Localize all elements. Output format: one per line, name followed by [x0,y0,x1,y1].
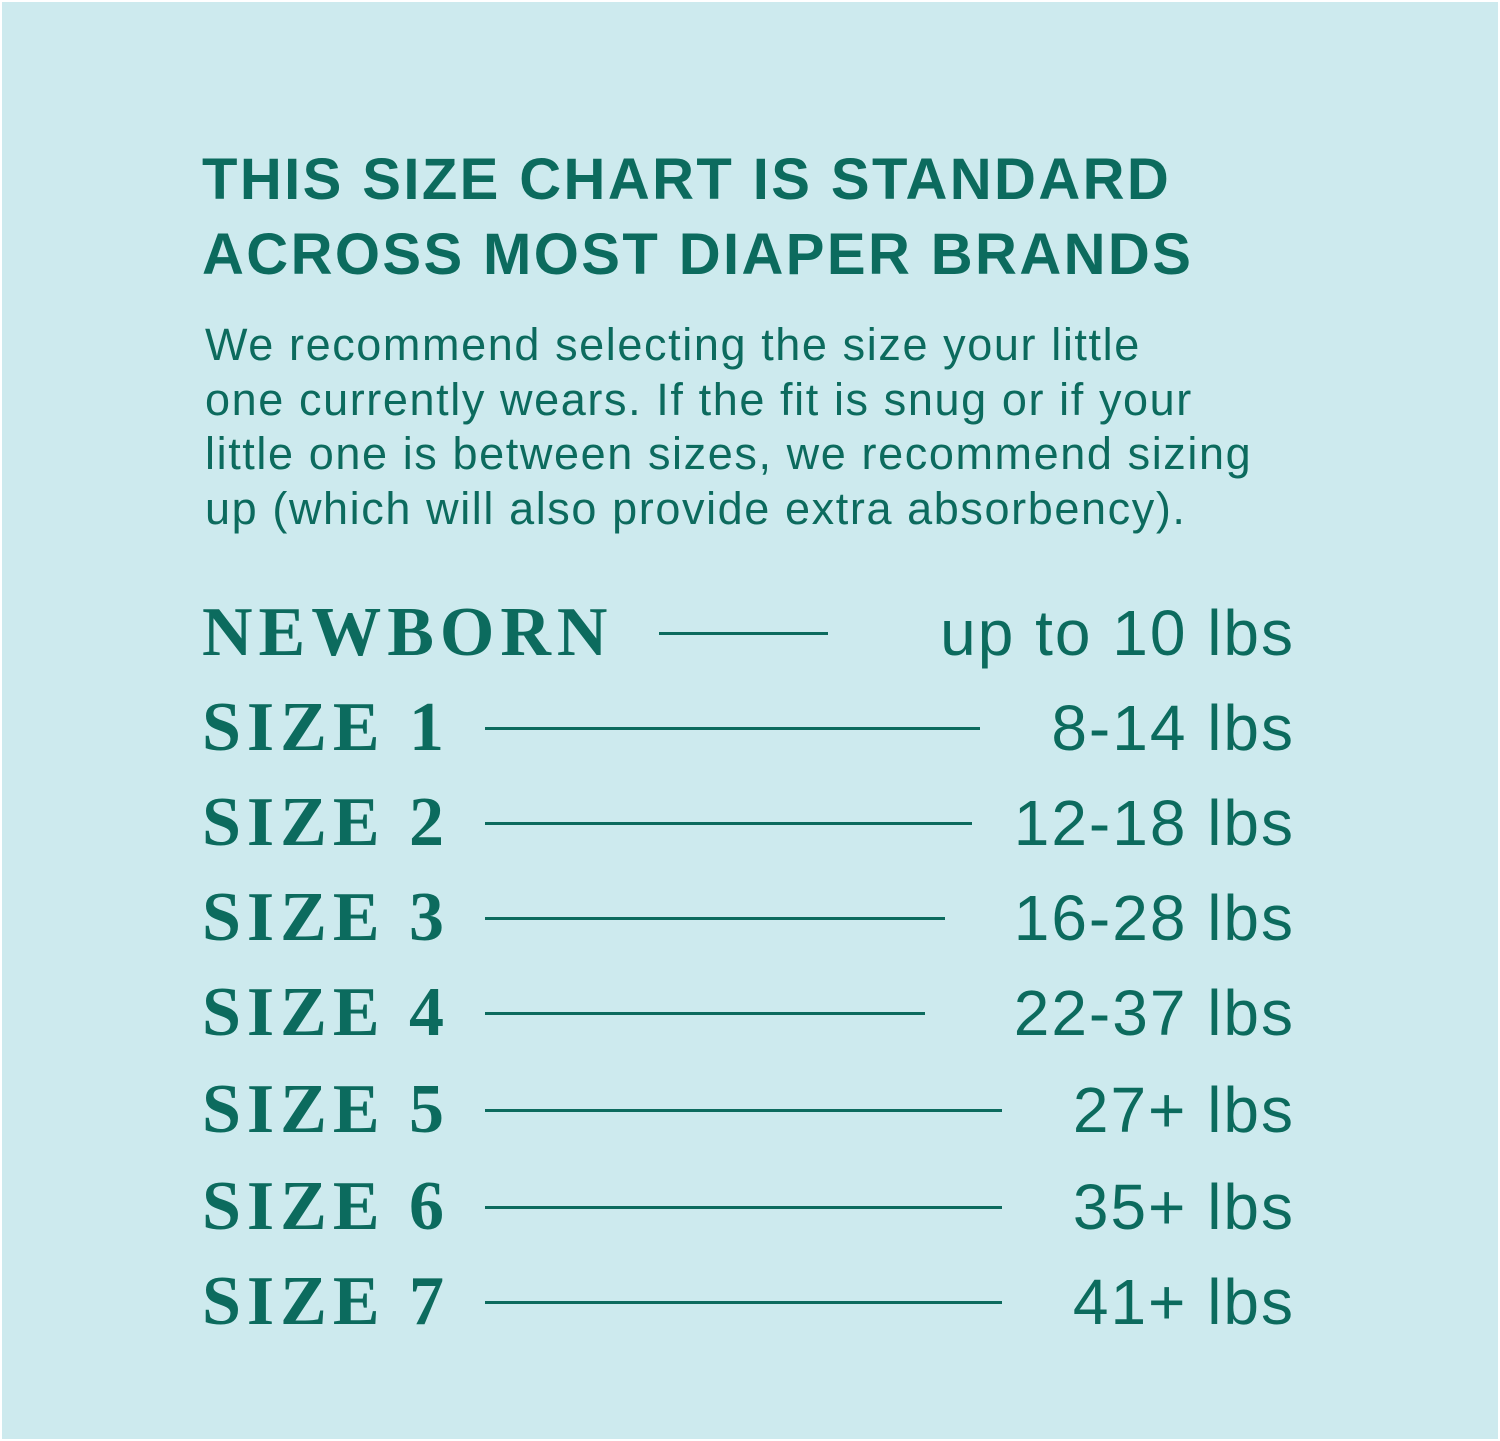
size-label: SIZE 7 [202,1263,451,1340]
size-label: SIZE 4 [202,974,451,1051]
size-row: SIZE 1 8-14 lbs [2,683,1500,773]
weight-range: 8-14 lbs [1051,692,1295,764]
weight-range: 22-37 lbs [1013,977,1295,1049]
intro-line: We recommend selecting the size your lit… [205,319,1141,370]
size-row: SIZE 5 27+ lbs [2,1065,1500,1155]
weight-range: 41+ lbs [1072,1266,1295,1338]
divider-line [485,1301,1002,1304]
intro-line: up (which will also provide extra absorb… [205,482,1187,534]
weight-range: 35+ lbs [1072,1171,1295,1243]
intro-line: one currently wears. If the fit is snug … [205,373,1193,425]
title-line: ACROSS MOST DIAPER BRANDS [202,222,1194,287]
size-label: NEWBORN [202,594,614,671]
size-label: SIZE 3 [202,879,451,956]
weight-range: 16-28 lbs [1013,882,1295,954]
divider-line [485,1109,1002,1112]
intro-text: We recommend selecting the size your lit… [205,318,1252,536]
chart-title: THIS SIZE CHART IS STANDARD ACROSS MOST … [202,142,1193,292]
weight-range: 12-18 lbs [1013,787,1295,859]
intro-line: little one is between sizes, we recommen… [205,428,1253,479]
size-row: SIZE 2 12-18 lbs [2,778,1500,868]
title-line: THIS SIZE CHART IS STANDARD [202,147,1172,212]
divider-line [485,917,945,920]
size-row: SIZE 3 16-28 lbs [2,873,1500,963]
weight-range: up to 10 lbs [940,597,1295,669]
size-row: SIZE 4 22-37 lbs [2,968,1500,1058]
divider-line [659,632,828,635]
size-label: SIZE 1 [202,689,451,766]
divider-line [485,1012,925,1015]
size-label: SIZE 6 [202,1168,451,1245]
divider-line [485,822,972,825]
weight-range: 27+ lbs [1072,1074,1295,1146]
size-label: SIZE 5 [202,1071,451,1148]
size-row: SIZE 6 35+ lbs [2,1162,1500,1252]
divider-line [485,1206,1002,1209]
size-label: SIZE 2 [202,784,451,861]
size-row: SIZE 7 41+ lbs [2,1257,1500,1347]
divider-line [485,727,980,730]
size-row: NEWBORN up to 10 lbs [2,588,1500,678]
